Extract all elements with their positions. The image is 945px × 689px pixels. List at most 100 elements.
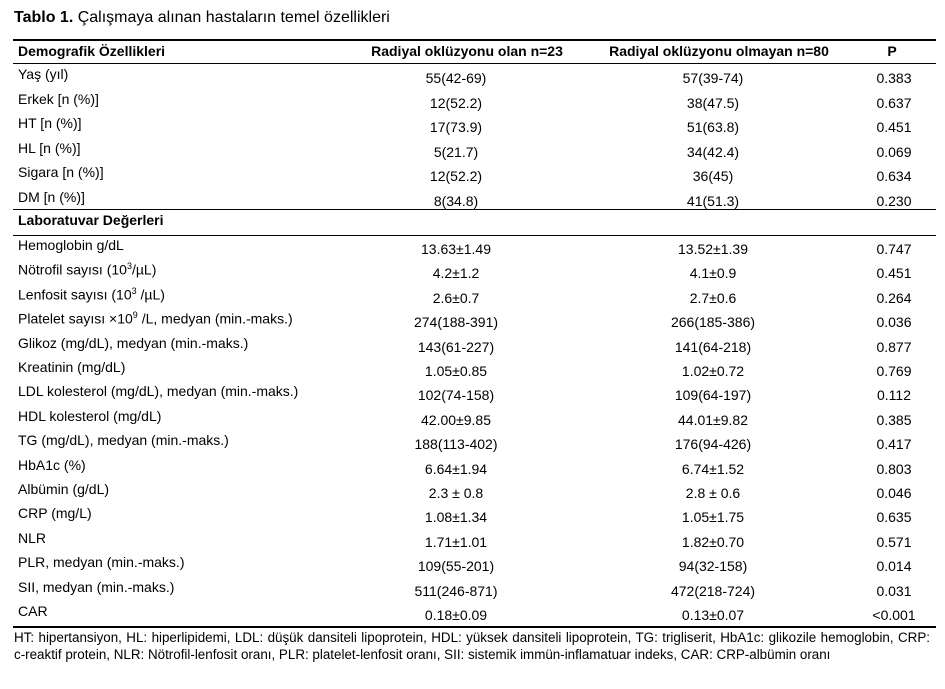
value-with-occlusion: 1.08±1.34 [424,509,488,526]
table-row: Nötrofil sayısı (103/µL) 4.2±1.2 4.1±0.9 0.… [0,261,945,285]
p-value: 0.451 [876,265,912,282]
value-without-occlusion: 38(47.5) [686,94,740,111]
table-row: Albümin (g/dL) 2.3 ± 0.8 2.8 ± 0.6 0.046 [0,481,945,505]
p-value: 0.112 [877,387,911,404]
value-with-occlusion: 12(52.2) [429,168,483,184]
row-label: SII, medyan (min.-maks.) [18,578,175,595]
value-without-occlusion: 44.01±9.82 [678,411,748,428]
value-without-occlusion: 109(64-197) [674,387,752,404]
top-rule [13,39,936,41]
table-row: SII, medyan (min.-maks.) 511(246-871) 472(… [0,579,945,603]
table-row: Glikoz (mg/dL), medyan (min.-maks.) 143(6… [0,335,945,359]
value-with-occlusion: 143(61-227) [417,338,495,355]
p-value: 0.385 [876,411,912,428]
table-row: LDL kolesterol (mg/dL), medyan (min.-mak… [0,383,945,407]
value-without-occlusion: 2.7±0.6 [689,289,737,306]
p-value: 0.069 [876,143,912,160]
p-value: 0.769 [876,363,912,379]
row-label: CAR [18,603,48,619]
bottom-rule [13,626,936,628]
row-label-exponent: 3 [126,261,132,272]
p-value: 0.036 [876,314,912,331]
table-row: TG (mg/dL), medyan (min.-maks.) 188(113-4… [0,432,945,456]
row-label: DM [n (%)] [18,188,85,205]
table-row: Platelet sayısı ×109 /L, medyan (min.-ma… [0,310,945,334]
value-without-occlusion: 41(51.3) [686,192,740,209]
value-with-occlusion: 6.64±1.94 [424,460,488,477]
p-value: 0.451 [876,119,912,135]
value-without-occlusion: 57(39-74) [682,70,744,86]
value-without-occlusion: 266(185-386) [670,314,756,331]
row-label: HT [n (%)] [18,115,82,131]
p-value: 0.571 [876,533,912,550]
value-without-occlusion: 34(42.4) [686,143,740,160]
value-with-occlusion: 55(42-69) [425,70,487,86]
row-label: Glikoz (mg/dL), medyan (min.-maks.) [18,334,249,351]
row-label: Hemoglobin g/dL [18,237,124,253]
table-row: Lenfosit sayısı (103 /µL) 2.6±0.7 2.7±0.6 0… [0,286,945,310]
value-without-occlusion: 6.74±1.52 [681,460,745,477]
value-with-occlusion: 188(113-402) [414,436,498,453]
row-label: NLR [18,529,47,546]
row-label: PLR, medyan (min.-maks.) [18,554,185,571]
row-label-text: Nötrofil sayısı (10 [18,262,127,279]
table-row: DM [n (%)] 8(34.8) 41(51.3) 0.230 [0,189,945,213]
row-label: CRP (mg/L) [18,505,92,522]
value-with-occlusion: 8(34.8) [433,192,479,209]
row-label-exponent: 9 [132,310,138,321]
value-with-occlusion: 511(246-871) [414,582,498,599]
table-row: NLR 1.71±1.01 1.82±0.70 0.571 [0,530,945,554]
table-row: Erkek [n (%)] 12(52.2) 38(47.5) 0.637 [0,91,945,115]
table-row: Hemoglobin g/dL 13.63±1.49 13.52±1.39 0.747 [0,237,945,261]
value-without-occlusion: 141(64-218) [674,338,752,355]
row-label: Yaş (yıl) [18,66,69,82]
value-without-occlusion: 176(94-426) [674,436,752,453]
value-with-occlusion: 4.2±1.2 [432,265,480,282]
lab-section-title: Laboratuvar Değerleri [18,212,164,228]
table-caption: Tablo 1. Çalışmaya alınan hastaların tem… [14,9,390,27]
row-label: TG (mg/dL), medyan (min.-maks.) [18,432,229,449]
value-without-occlusion: 0.13±0.07 [681,607,745,623]
p-value: 0.264 [876,289,912,306]
table-row: HL [n (%)] 5(21.7) 34(42.4) 0.069 [0,140,945,164]
value-with-occlusion: 13.63±1.49 [421,241,491,257]
p-value: 0.634 [876,168,912,184]
row-label: HbA1c (%) [18,456,86,473]
p-value: 0.635 [876,509,912,526]
value-with-occlusion: 2.3 ± 0.8 [428,485,484,501]
table-row: Kreatinin (mg/dL) 1.05±0.85 1.02±0.72 0.769 [0,359,945,383]
value-with-occlusion: 274(188-391) [413,314,499,331]
p-value: 0.031 [876,582,912,599]
row-label-exponent: 3 [131,285,137,296]
table-row: HT [n (%)] 17(73.9) 51(63.8) 0.451 [0,115,945,139]
value-without-occlusion: 4.1±0.9 [689,265,737,282]
value-without-occlusion: 1.82±0.70 [681,533,745,550]
value-without-occlusion: 94(32-158) [678,558,748,575]
row-label-text: Platelet sayısı ×10 [18,310,133,327]
p-value: 0.383 [876,70,912,86]
table-row: Yaş (yıl) 55(42-69) 57(39-74) 0.383 [0,66,945,90]
table-row: CAR 0.18±0.09 0.13±0.07 <0.001 [0,603,945,627]
row-label-unit: /µL) [131,262,157,279]
row-label: Platelet sayısı ×109 /L, medyan (min.-ma… [18,310,293,327]
table-footnote: HT: hipertansiyon, HL: hiperlipidemi, LD… [14,630,930,662]
value-with-occlusion: 1.05±0.85 [424,363,488,379]
section-rule-top [13,209,936,210]
value-with-occlusion: 0.18±0.09 [424,607,488,623]
p-value: 0.803 [876,460,912,477]
value-without-occlusion: 51(63.8) [686,119,740,135]
value-without-occlusion: 36(45) [692,168,734,184]
table-row: Sigara [n (%)] 12(52.2) 36(45) 0.634 [0,164,945,188]
row-label-text: Lenfosit sayısı (10 [18,286,132,303]
p-value: 0.637 [876,94,912,111]
p-value: 0.046 [876,485,912,501]
p-value: 0.747 [876,241,912,257]
table-caption-text: Çalışmaya alınan hastaların temel özelli… [73,9,390,26]
p-value: 0.417 [876,436,912,453]
value-with-occlusion: 109(55-201) [417,558,495,575]
p-value: 0.230 [876,192,912,209]
header-rule [13,63,936,64]
table-row: PLR, medyan (min.-maks.) 109(55-201) 94(32… [0,554,945,578]
table-row: HbA1c (%) 6.64±1.94 6.74±1.52 0.803 [0,457,945,481]
row-label: Lenfosit sayısı (103 /µL) [18,286,165,303]
